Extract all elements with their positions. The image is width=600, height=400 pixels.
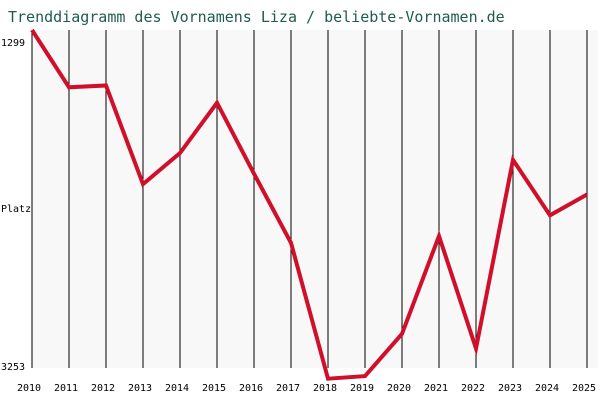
x-tick-2012: 2012 [91,383,115,394]
y-tick-top: 1299 [1,38,25,49]
x-tick-2016: 2016 [239,383,263,394]
vertical-gridlines [68,30,588,368]
x-tick-2021: 2021 [424,383,448,394]
x-tick-2019: 2019 [350,383,374,394]
x-tick-2020: 2020 [387,383,411,394]
x-tick-2023: 2023 [498,383,522,394]
x-tick-2013: 2013 [128,383,152,394]
x-tick-2015: 2015 [202,383,226,394]
x-tick-2011: 2011 [54,383,78,394]
x-tick-labels: 2010 2011 2012 2013 2014 2015 2016 2017 2018 2019… [17,383,596,394]
x-tick-2022: 2022 [461,383,485,394]
series-line [30,28,588,381]
y-axis-label: Platz [1,204,31,215]
x-tick-2025: 2025 [572,383,596,394]
x-tick-2024: 2024 [535,383,559,394]
x-tick-2017: 2017 [276,383,300,394]
x-tick-2010: 2010 [17,383,41,394]
x-tick-2014: 2014 [165,383,189,394]
chart-title: Trenddiagramm des Vornamens Liza / belie… [8,8,505,26]
y-tick-bottom: 3253 [1,362,25,373]
x-tick-2018: 2018 [313,383,337,394]
